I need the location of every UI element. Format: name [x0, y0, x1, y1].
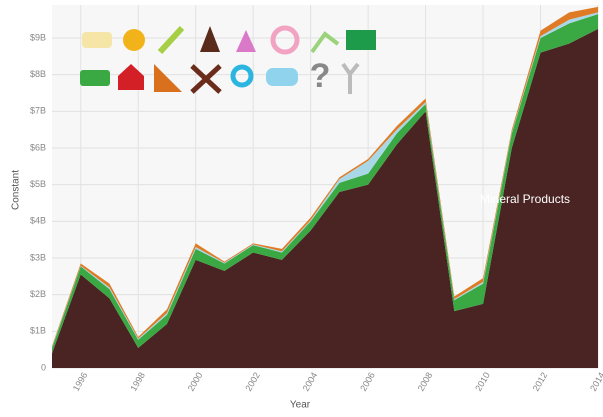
category-icons: ? — [80, 25, 376, 95]
y-tick-label: $2B — [30, 289, 46, 299]
area — [52, 14, 598, 354]
x-tick-label: 2010 — [473, 371, 492, 393]
x-tick-label: 2014 — [588, 371, 603, 393]
icon[interactable] — [230, 64, 254, 88]
icon[interactable] — [80, 70, 110, 86]
area — [52, 28, 598, 368]
icon[interactable] — [123, 29, 145, 51]
icon[interactable]: ? — [310, 57, 331, 95]
x-tick-label: 2008 — [416, 371, 435, 393]
x-tick-label: 1996 — [71, 371, 90, 393]
icon[interactable] — [236, 30, 256, 52]
y-tick-label: $6B — [30, 142, 46, 152]
y-tick-label: $4B — [30, 216, 46, 226]
y-tick-label: $8B — [30, 69, 46, 79]
y-tick-label: 0 — [41, 362, 46, 372]
y-tick-label: $5B — [30, 179, 46, 189]
x-tick-label: 1998 — [128, 371, 147, 393]
x-axis-label: Year — [290, 400, 311, 411]
icon[interactable] — [118, 64, 144, 90]
x-tick-label: 2006 — [358, 371, 377, 393]
x-tick-label: 2012 — [531, 371, 550, 393]
icon[interactable] — [82, 32, 112, 48]
icon[interactable] — [346, 30, 376, 50]
y-tick-label: $1B — [30, 326, 46, 336]
icon[interactable] — [341, 62, 360, 94]
x-tick-label: 2004 — [301, 371, 320, 393]
x-tick-label: 2000 — [186, 371, 205, 393]
y-tick-label: $7B — [30, 106, 46, 116]
series-label: Mineral Products — [480, 192, 570, 206]
icon[interactable] — [154, 64, 182, 92]
icon[interactable] — [270, 25, 300, 55]
areas — [52, 6, 598, 368]
icon[interactable] — [200, 26, 220, 52]
icon[interactable] — [266, 68, 298, 86]
x-tick-label: 2002 — [243, 371, 262, 393]
icon[interactable] — [190, 64, 222, 94]
icon[interactable] — [157, 25, 185, 55]
area — [52, 6, 598, 348]
y-tick-label: $3B — [30, 252, 46, 262]
area — [52, 12, 598, 348]
y-tick-label: $9B — [30, 32, 46, 42]
y-axis-label: Constant — [11, 170, 22, 210]
icon[interactable] — [310, 31, 340, 54]
